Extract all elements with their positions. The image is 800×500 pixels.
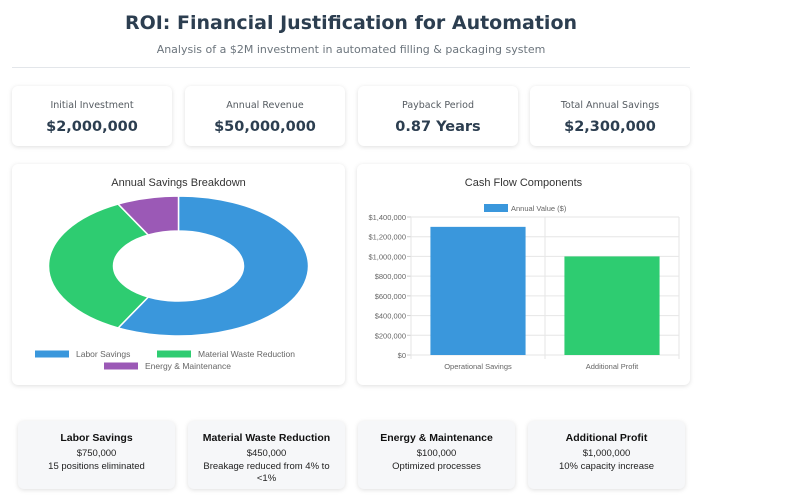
legend-item-labor-savings: Labor Savings bbox=[35, 349, 130, 359]
kpi-label: Total Annual Savings bbox=[560, 100, 660, 111]
slice-labor-savings bbox=[116, 195, 310, 337]
x-tick-label: Operational Savings bbox=[444, 362, 512, 371]
detail-title: Material Waste Reduction bbox=[202, 432, 331, 444]
bar-operational-savings bbox=[430, 226, 526, 355]
detail-value: $100,000 bbox=[416, 448, 457, 459]
kpi-value: $2,000,000 bbox=[46, 119, 138, 135]
detail-value: $750,000 bbox=[76, 448, 117, 459]
legend-label: Labor Savings bbox=[76, 349, 130, 359]
detail-card-energy-maintenance: Energy & Maintenance $100,000 Optimized … bbox=[358, 421, 515, 489]
chart-legend: Annual Value ($) bbox=[484, 204, 567, 213]
kpi-label: Payback Period bbox=[402, 100, 474, 111]
legend-item-energy-maintenance: Energy & Maintenance bbox=[104, 361, 231, 371]
detail-title: Energy & Maintenance bbox=[380, 432, 493, 444]
detail-card-labor-savings: Labor Savings $750,000 15 positions elim… bbox=[18, 421, 175, 489]
slice-energy-maintenance bbox=[116, 195, 180, 236]
kpi-card-initial-investment: Initial Investment $2,000,000 bbox=[12, 86, 172, 146]
kpi-label: Initial Investment bbox=[50, 100, 134, 111]
doughnut-slices bbox=[47, 195, 310, 337]
savings-doughnut-chart: Annual Savings Breakdown Labor Savings Ma… bbox=[35, 177, 310, 371]
y-tick-label: $400,000 bbox=[375, 312, 406, 321]
detail-title: Labor Savings bbox=[60, 432, 133, 444]
legend-swatch bbox=[157, 350, 191, 358]
detail-description: 10% capacity increase bbox=[558, 461, 655, 472]
detail-value: $450,000 bbox=[246, 448, 287, 459]
kpi-label: Annual Revenue bbox=[226, 100, 304, 111]
page-subtitle: Analysis of a $2M investment in automate… bbox=[156, 43, 546, 56]
y-tick-label: $1,000,000 bbox=[368, 252, 406, 261]
y-tick-label: $1,400,000 bbox=[368, 213, 406, 222]
page-title: ROI: Financial Justification for Automat… bbox=[124, 12, 578, 34]
legend-item-material-waste-reduction: Material Waste Reduction bbox=[157, 349, 295, 359]
detail-title: Additional Profit bbox=[565, 432, 648, 444]
chart-bars: Operational Savings Additional Profit bbox=[430, 226, 660, 371]
legend-label: Material Waste Reduction bbox=[198, 349, 295, 359]
chart-title: Annual Savings Breakdown bbox=[111, 177, 246, 189]
kpi-value: $50,000,000 bbox=[214, 119, 316, 135]
legend-swatch bbox=[104, 362, 138, 370]
y-tick-label: $0 bbox=[398, 351, 406, 360]
y-tick-label: $1,200,000 bbox=[368, 233, 406, 242]
kpi-card-annual-revenue: Annual Revenue $50,000,000 bbox=[185, 86, 345, 146]
detail-card-additional-profit: Additional Profit $1,000,000 10% capacit… bbox=[528, 421, 685, 489]
detail-description: 15 positions eliminated bbox=[48, 461, 145, 472]
chart-title: Cash Flow Components bbox=[465, 177, 583, 189]
detail-card-material-waste: Material Waste Reduction $450,000 Breaka… bbox=[188, 421, 345, 489]
y-tick-label: $200,000 bbox=[375, 331, 406, 340]
chart-legend: Labor Savings Material Waste Reduction Ene… bbox=[35, 349, 295, 371]
legend-item-annual-value: Annual Value ($) bbox=[484, 204, 567, 213]
kpi-value: 0.87 Years bbox=[395, 119, 481, 135]
header-divider bbox=[12, 67, 690, 68]
kpi-card-total-annual-savings: Total Annual Savings $2,300,000 bbox=[530, 86, 690, 146]
savings-breakdown-card: Annual Savings Breakdown Labor Savings Ma… bbox=[12, 164, 345, 385]
bar-additional-profit bbox=[564, 256, 660, 355]
y-tick-label: $800,000 bbox=[375, 272, 406, 281]
legend-swatch bbox=[35, 350, 69, 358]
detail-description: Optimized processes bbox=[392, 461, 481, 472]
x-tick-label: Additional Profit bbox=[586, 362, 639, 371]
legend-swatch bbox=[484, 204, 508, 212]
slice-material-waste-reduction bbox=[47, 203, 150, 329]
legend-label: Annual Value ($) bbox=[511, 204, 567, 213]
y-tick-label: $600,000 bbox=[375, 292, 406, 301]
cash-flow-card: Cash Flow Components $0 $200,000 $400,000 $… bbox=[357, 164, 690, 385]
detail-description: Breakage reduced from 4% to <1% bbox=[203, 461, 330, 484]
kpi-value: $2,300,000 bbox=[564, 119, 656, 135]
detail-value: $1,000,000 bbox=[582, 448, 631, 459]
kpi-card-payback-period: Payback Period 0.87 Years bbox=[358, 86, 518, 146]
cash-flow-bar-chart: Cash Flow Components $0 $200,000 $400,000 $… bbox=[368, 177, 680, 371]
legend-label: Energy & Maintenance bbox=[145, 361, 231, 371]
